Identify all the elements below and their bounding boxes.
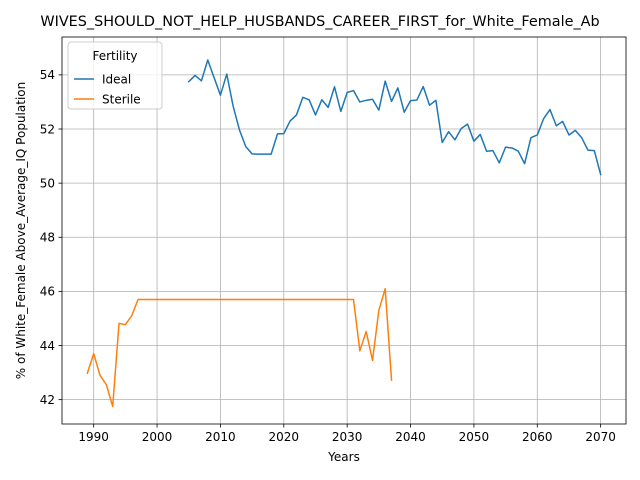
x-tick-label: 2030 xyxy=(332,430,363,444)
y-tick-label: 42 xyxy=(40,393,55,407)
x-tick-label: 2010 xyxy=(205,430,236,444)
x-axis-ticks: 1990 2000 2010 2020 2030 2040 2050 2060 2070 xyxy=(78,424,616,444)
y-tick-label: 54 xyxy=(40,68,55,82)
legend-items: Ideal Sterile xyxy=(74,72,141,106)
y-axis-ticks: 42 44 46 48 50 52 54 xyxy=(40,68,62,407)
y-tick-label: 46 xyxy=(40,285,55,299)
legend-label-ideal: Ideal xyxy=(102,72,131,86)
plot-frame xyxy=(61,36,627,425)
x-tick-label: 2000 xyxy=(142,430,173,444)
legend-box xyxy=(67,41,163,110)
series-line-sterile xyxy=(86,287,393,408)
x-tick-label: 2020 xyxy=(269,430,300,444)
x-tick-label: 2070 xyxy=(585,430,616,444)
y-tick-label: 50 xyxy=(40,176,55,190)
legend: Fertility Ideal Sterile xyxy=(67,41,163,110)
legend-label-sterile: Sterile xyxy=(102,92,141,106)
y-tick-label: 44 xyxy=(40,339,55,353)
y-tick-label: 48 xyxy=(40,231,55,245)
chart-title: WIVES_SHOULD_NOT_HELP_HUSBANDS_CAREER_FI… xyxy=(40,14,599,30)
grid xyxy=(62,37,626,424)
series-lines xyxy=(86,59,602,408)
x-axis-label: Years xyxy=(327,450,360,464)
y-tick-label: 52 xyxy=(40,122,55,136)
y-axis-label: % of White_Female Above_Average_IQ Popul… xyxy=(14,82,28,379)
series-line-ideal xyxy=(187,59,602,176)
legend-title: Fertility xyxy=(92,49,137,63)
x-tick-label: 2050 xyxy=(459,430,490,444)
x-tick-label: 1990 xyxy=(78,430,109,444)
x-tick-label: 2060 xyxy=(522,430,553,444)
x-tick-label: 2040 xyxy=(395,430,426,444)
